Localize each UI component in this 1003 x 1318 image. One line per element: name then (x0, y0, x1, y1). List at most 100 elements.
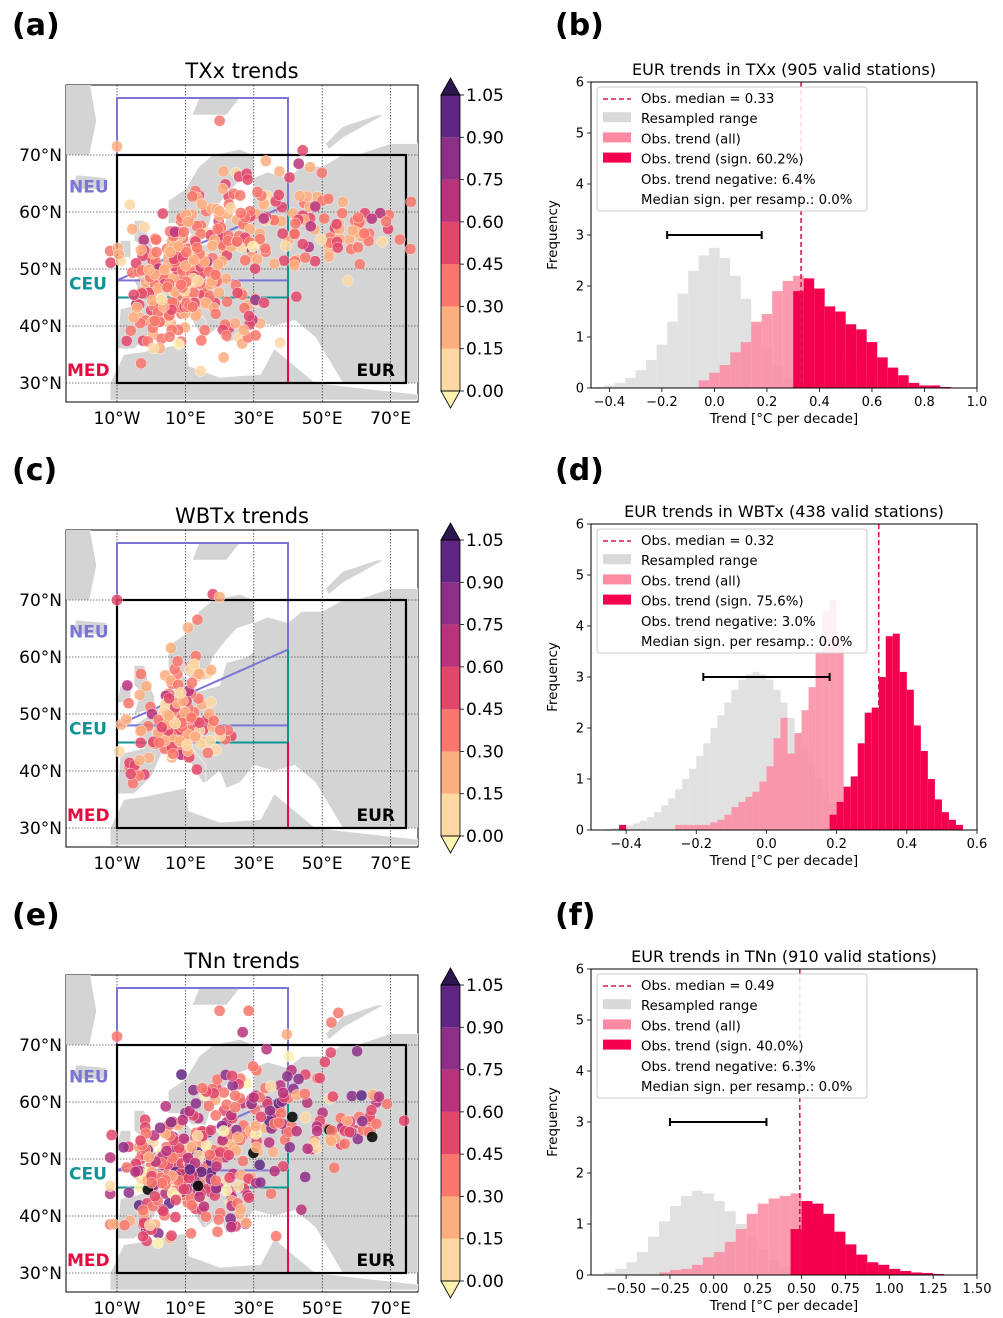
colorbar-segment (441, 751, 460, 794)
station-point (200, 1210, 212, 1223)
station-point (148, 315, 161, 327)
hist-bar (735, 1229, 747, 1275)
hist-bar (745, 674, 753, 830)
neu-label: NEU (69, 623, 109, 643)
station-point (133, 754, 146, 767)
lat-tick-label: 40°N (19, 317, 62, 337)
station-point (404, 243, 417, 255)
neu-label: NEU (69, 178, 109, 198)
station-point (191, 241, 203, 254)
lat-tick-label: 50°N (19, 1150, 62, 1170)
station-point (260, 1043, 273, 1055)
neu-label: NEU (69, 1068, 109, 1088)
hist-xlabel: Trend [°C per decade] (709, 411, 858, 427)
hist-bar (688, 270, 699, 388)
legend-resampled-swatch (603, 112, 631, 123)
hist-bar (780, 717, 788, 830)
station-point (231, 287, 244, 299)
land-layer (66, 975, 418, 1291)
hist-bar (682, 779, 690, 830)
colorbar-tick-label: 0.00 (466, 382, 504, 402)
hist-bar (745, 796, 753, 830)
legend-obs-all-swatch (603, 132, 631, 143)
y-tick-label: 3 (576, 671, 584, 686)
hist-bar (713, 1201, 725, 1275)
lon-tick-label: 70°E (370, 409, 411, 429)
hist-bar (710, 822, 718, 830)
station-point (213, 1005, 226, 1017)
hist-bar (691, 1264, 703, 1275)
station-point (283, 1050, 295, 1063)
hist-bar (661, 805, 669, 830)
hist-bar (829, 814, 837, 830)
station-point (137, 1204, 149, 1217)
station-point (135, 357, 147, 370)
station-point (137, 1230, 149, 1243)
x-tick-label: 0.00 (699, 1282, 728, 1297)
hist-bar (922, 1272, 934, 1275)
land-shape (109, 787, 418, 846)
station-point (272, 189, 285, 201)
land-shape (66, 85, 97, 156)
station-point (138, 221, 151, 233)
hist-bar (605, 828, 613, 830)
station-point (220, 329, 233, 342)
station-point (152, 1237, 164, 1249)
station-point (111, 594, 123, 606)
lon-tick-label: 10°E (165, 1299, 206, 1318)
y-tick-label: 2 (576, 1167, 584, 1182)
land-shape (325, 559, 385, 595)
hist-bar (619, 824, 627, 830)
hist-ylabel: Frequency (545, 1087, 561, 1157)
colorbar-segment (441, 1154, 460, 1197)
station-point (351, 1045, 363, 1058)
hist-bar (648, 1236, 659, 1275)
hist-bar (815, 651, 823, 830)
station-point (286, 1111, 299, 1123)
legend-entry: Obs. trend (all) (641, 574, 741, 589)
station-point (183, 1105, 196, 1117)
station-point (206, 239, 219, 252)
colorbar-tick-label: 0.75 (466, 616, 504, 636)
colorbar-segment (441, 624, 460, 667)
station-point (295, 1203, 308, 1216)
station-point (165, 1229, 178, 1242)
panel-label-f: (f) (555, 898, 596, 933)
station-point (204, 735, 217, 747)
station-point (265, 1187, 277, 1200)
station-point (205, 1124, 217, 1136)
legend-box (596, 528, 868, 654)
colorbar-frame (440, 984, 461, 1282)
ceu-label: CEU (69, 275, 107, 295)
colorbar-extend-min (440, 390, 461, 409)
station-point (220, 1184, 233, 1197)
station-point (327, 1090, 339, 1103)
station-point (352, 241, 364, 254)
legend-resampled-swatch (603, 554, 631, 565)
station-point (249, 1120, 262, 1132)
station-point (258, 296, 270, 309)
land-shape (325, 114, 385, 150)
hist-bar (696, 824, 704, 830)
station-point (353, 258, 366, 271)
station-point (207, 714, 220, 727)
x-tick-label: 0.6 (862, 395, 883, 410)
station-point (247, 240, 259, 253)
hist-bar (724, 814, 732, 830)
station-point (150, 233, 162, 246)
x-tick-label: 0.0 (704, 395, 725, 410)
hist-bar (731, 807, 739, 830)
station-point (277, 1087, 289, 1099)
colorbar-tick-label: 0.30 (466, 742, 504, 762)
hist-bar (703, 743, 711, 830)
hist-bar (808, 687, 816, 830)
ceu-label: CEU (69, 1165, 107, 1185)
hist-bar (757, 1203, 769, 1275)
hist-bar (790, 1229, 802, 1275)
station-point (122, 697, 135, 710)
map-title: TXx trends (184, 59, 298, 83)
y-tick-label: 4 (576, 620, 584, 635)
lon-tick-label: 50°E (302, 854, 343, 874)
hist-bar (803, 278, 815, 388)
hist-bar (812, 1203, 824, 1275)
